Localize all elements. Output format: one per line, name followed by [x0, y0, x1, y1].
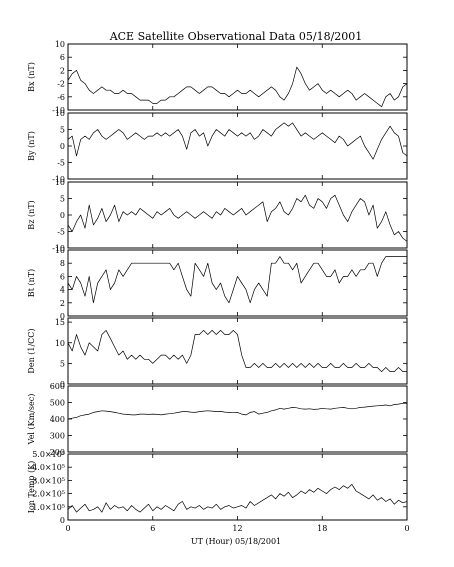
y-tick-label: -2 [57, 80, 65, 89]
y-tick-label: 10 [55, 246, 65, 255]
x-tick-label: 6 [150, 524, 155, 533]
y-tick-label: 0 [60, 312, 65, 321]
panel-den: 15 10 5 0 Den (1/CC) [27, 317, 408, 389]
series-line-den [67, 330, 407, 372]
series-line-bx [67, 66, 408, 108]
y-tick-label: 5 [60, 195, 65, 204]
y-tick-label: 10 [55, 40, 65, 49]
y-axis-label-by: By (nT) [27, 131, 36, 161]
y-tick-label: 6 [60, 53, 65, 62]
series-line-vel [67, 402, 407, 420]
x-tick-label: 12 [232, 524, 242, 533]
panels-group: 10 6 2 -2 -6 -10 Bx (nT) 10 5 0 -5 -10 By (nT) 10 5 0 -5… [27, 40, 408, 525]
x-axis: 0 6 12 18 0 [65, 524, 409, 533]
panel-by: 10 5 0 -5 -10 By (nT) [27, 109, 408, 184]
series-line-bz [67, 194, 408, 242]
y-tick-label: 600 [50, 382, 65, 391]
y-tick-label: 2.0×10⁵ [32, 490, 65, 499]
y-tick-label: -10 [52, 244, 65, 253]
panel-frame [67, 317, 408, 385]
y-tick-label: 0 [60, 211, 65, 220]
chart-title: ACE Satellite Observational Data 05/18/2… [109, 30, 363, 43]
y-tick-label: 2 [60, 299, 65, 308]
y-axis-label-vel: Vel (Km/sec) [27, 394, 36, 446]
series-line-by [67, 122, 408, 160]
series-line-temp [67, 484, 408, 513]
x-axis-label: UT (Hour) 05/18/2001 [191, 537, 281, 546]
panel-frame [67, 453, 408, 521]
x-tick-label: 0 [65, 524, 70, 533]
y-tick-label: -10 [52, 175, 65, 184]
panel-frame [67, 112, 408, 180]
y-tick-label: 10 [55, 178, 65, 187]
panel-bt: 10 8 6 4 2 0 Bt (nT) [27, 246, 408, 321]
y-axis-label-bx: Bx (nT) [27, 62, 36, 92]
y-tick-label: 15 [55, 318, 65, 327]
y-tick-label: 200 [50, 448, 65, 457]
y-tick-label: 10 [55, 339, 65, 348]
y-tick-label: 1.0×10⁵ [32, 503, 65, 512]
y-axis-label-bt: Bt (nT) [27, 269, 36, 297]
y-tick-label: 3.0×10⁵ [32, 476, 65, 485]
y-tick-label: -10 [52, 106, 65, 115]
y-tick-label: 400 [50, 415, 65, 424]
y-tick-label: 0 [60, 142, 65, 151]
y-tick-label: -5 [57, 228, 65, 237]
x-tick-label: 0 [404, 524, 409, 533]
y-axis-label-bz: Bz (nT) [27, 200, 36, 229]
y-tick-label: 10 [55, 109, 65, 118]
panel-bz: 10 5 0 -5 -10 Bz (nT) [27, 178, 408, 253]
y-tick-label: 6 [60, 272, 65, 281]
panel-vel: 600 500 400 300 200 Vel (Km/sec) [27, 382, 408, 457]
y-tick-label: 300 [50, 432, 65, 441]
y-tick-label: -5 [57, 159, 65, 168]
y-tick-label: 5 [60, 359, 65, 368]
x-tick-label: 18 [317, 524, 327, 533]
y-axis-label-den: Den (1/CC) [27, 328, 36, 373]
y-tick-label: 4.0×10⁵ [32, 463, 65, 472]
y-tick-label: 0 [60, 516, 65, 525]
y-axis-label-temp: Ion Temp (K) [27, 461, 36, 514]
panel-frame [67, 249, 408, 317]
series-line-bt [67, 256, 407, 304]
y-tick-label: 8 [60, 259, 65, 268]
panel-temp: 5.0×10⁵ 4.0×10⁵ 3.0×10⁵ 2.0×10⁵ 1.0×10⁵ 0 Ion … [27, 450, 408, 525]
y-tick-label: 2 [60, 66, 65, 75]
y-tick-label: 500 [50, 399, 65, 408]
y-tick-label: 0 [60, 380, 65, 389]
panel-frame [67, 385, 408, 453]
y-tick-label: -6 [57, 93, 65, 102]
y-tick-label: 5.0×10⁵ [32, 450, 65, 459]
y-tick-label: 4 [60, 286, 65, 295]
y-tick-label: 5 [60, 126, 65, 135]
panel-frame [67, 181, 408, 249]
panel-bx: 10 6 2 -2 -6 -10 Bx (nT) [27, 40, 408, 115]
